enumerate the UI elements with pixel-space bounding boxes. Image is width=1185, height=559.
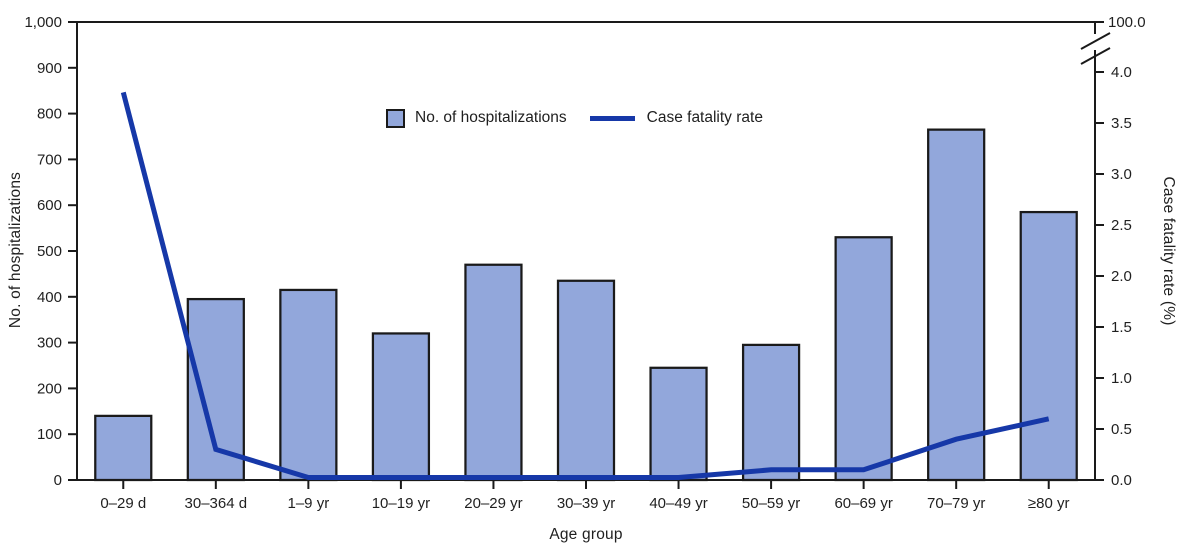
bar [279,288,338,482]
x-axis-category-label: 10–19 yr [372,495,430,512]
tick-marks [68,21,1104,489]
right-axis-tick-label: 1.5 [1111,319,1132,336]
bar [94,414,153,482]
x-axis-category-label: ≥80 yr [1028,495,1070,512]
bar [371,332,431,482]
bar [649,366,708,482]
left-axis-tick-label: 400 [37,289,62,306]
bar [834,236,893,482]
right-axis-tick-label: 4.0 [1111,64,1132,81]
x-axis-category-label: 20–29 yr [464,495,522,512]
x-axis-category-label: 50–59 yr [742,495,800,512]
left-axis-tick-label: 300 [37,335,62,352]
right-axis-tick-label: 1.0 [1111,370,1132,387]
bar [556,279,616,482]
bar [464,263,523,482]
bar [927,128,986,482]
case-fatality-rate-line [120,91,1050,480]
right-axis-top-tick-label: 100.0 [1108,14,1146,31]
right-axis-tick-label: 0.0 [1111,472,1132,489]
right-axis-tick-label: 3.0 [1111,166,1132,183]
left-axis-tick-label: 700 [37,151,62,168]
legend-bar-swatch-icon [386,108,405,128]
left-axis-title: No. of hospitalizations [7,171,24,329]
right-axis-tick-label: 3.5 [1111,115,1132,132]
left-axis-tick-label: 800 [37,106,62,123]
x-axis-category-label: 40–49 yr [649,495,707,512]
right-axis-title: Case fatality rate (%) [1160,176,1177,326]
legend-line-label: Case fatality rate [646,109,763,126]
right-axis-tick-label: 0.5 [1111,421,1132,438]
left-axis-tick-label: 200 [37,380,62,397]
axes [76,21,1111,481]
x-axis-category-label: 60–69 yr [834,495,892,512]
x-axis-category-label: 0–29 d [100,495,146,512]
left-axis-tick-label: 0 [54,472,62,489]
left-axis-tick-label: 600 [37,197,62,214]
left-axis-tick-label: 500 [37,243,62,260]
left-axis-tick-label: 1,000 [24,14,62,31]
x-axis-category-label: 1–9 yr [288,495,330,512]
x-axis-title: Age group [549,526,623,543]
bar [1019,210,1078,482]
legend-bar-label: No. of hospitalizations [415,109,567,126]
right-axis-tick-label: 2.5 [1111,217,1132,234]
right-axis-tick-label: 2.0 [1111,268,1132,285]
bar [741,343,801,482]
x-axis-category-label: 70–79 yr [927,495,985,512]
left-axis-tick-label: 900 [37,60,62,77]
tick-labels: 0 100 200 300 400 500 600 700 800 900 1,000 0.0 0.5 1… [24,14,1145,512]
legend: No. of hospitalizations Case fatality ra… [386,106,763,130]
axis-break-slash [1080,47,1111,65]
axis-break-slash [1080,32,1111,50]
left-axis-tick-label: 100 [37,426,62,443]
x-axis-category-label: 30–364 d [185,495,248,512]
x-axis-category-label: 30–39 yr [557,495,615,512]
legend-line-swatch-icon [589,115,635,121]
bars [94,128,1078,482]
